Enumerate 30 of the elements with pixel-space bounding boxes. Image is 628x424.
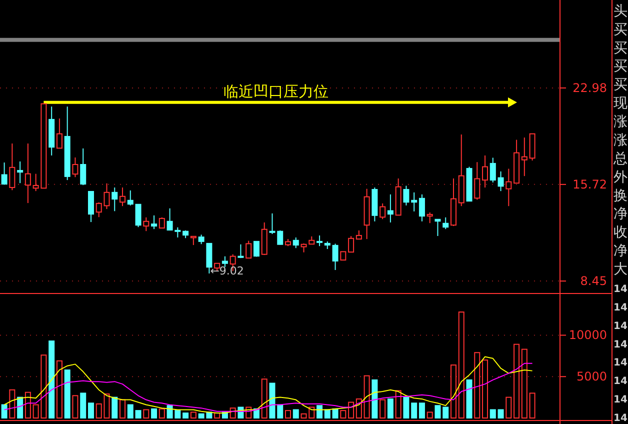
text: 买 [614,58,628,75]
text: 14 [614,376,628,388]
text: 买 [614,22,628,38]
text: 收 [614,224,628,241]
text: 14 [614,394,628,406]
text: 14 [614,302,628,314]
text: 外 [614,169,628,186]
ref-line-label: 临近凹口压力位 [223,82,328,100]
text: 14 [614,339,628,350]
text: 14 [614,320,628,332]
y-tick-label: 15.72 [572,177,607,192]
text: 现 [614,96,628,112]
text: 总 [612,150,628,167]
annotation: ←9.02 [210,264,244,278]
y-tick-label: 22.98 [572,80,607,95]
y-tick-label: 5000 [576,370,607,384]
text: 净 [614,243,628,260]
text: 买 [614,77,628,94]
text: 大 [614,262,628,278]
text: 头 [614,3,628,20]
y-tick-label: 10000 [568,328,607,342]
text: 14 [614,358,628,369]
text: 涨 [614,132,628,148]
text: 14 [614,413,628,424]
text: 买 [614,40,628,56]
text: 净 [614,206,628,222]
y-tick-label: 8.45 [580,274,607,288]
text: 14 [614,284,628,295]
text: 涨 [614,114,628,130]
text: 换 [614,188,628,204]
